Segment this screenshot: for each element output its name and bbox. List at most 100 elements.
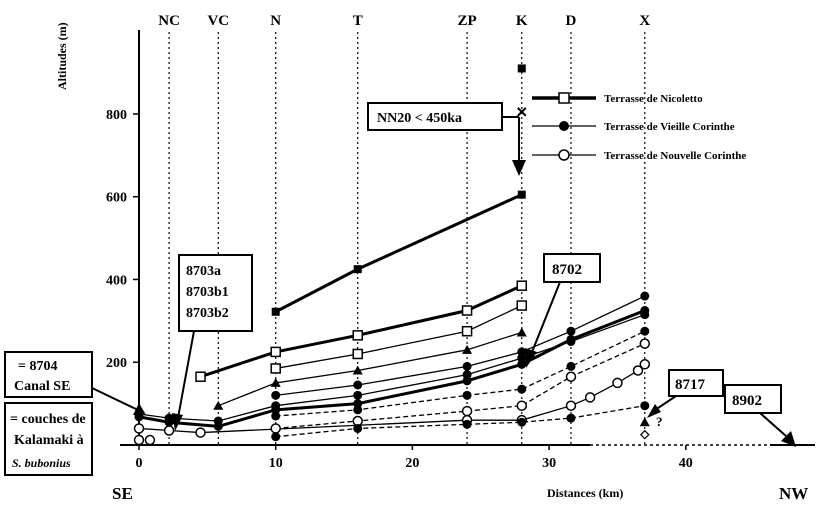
data-point	[639, 429, 650, 440]
canal-line-1: = 8704	[18, 359, 57, 374]
sample-8717-arrow-shaft	[654, 395, 677, 411]
data-point	[566, 413, 576, 423]
question-mark: ?	[656, 414, 663, 429]
data-point	[584, 392, 596, 403]
direction-nw: NW	[779, 484, 808, 503]
station-lines: NCVCNTZPKDXML	[158, 13, 650, 445]
sample-8717-box	[668, 369, 724, 397]
y-axis-label: Altitudes (m)	[55, 22, 69, 90]
canal-box	[4, 351, 93, 398]
data-point	[352, 365, 363, 375]
data-point	[271, 307, 280, 316]
data-point	[517, 417, 527, 427]
sample-8702-label: 8702	[552, 262, 582, 278]
data-point	[640, 401, 650, 411]
x-tick-label: 0	[136, 456, 143, 471]
sample-8902-label: 8902	[732, 393, 762, 409]
data-point	[517, 384, 527, 394]
data-point	[133, 423, 145, 434]
data-point	[353, 399, 363, 409]
data-point	[164, 413, 174, 423]
data-point	[566, 326, 576, 336]
canal-line-2: Canal SE	[14, 379, 70, 394]
y-tick-label: 400	[106, 273, 127, 288]
kalamaki-line-3: S. bubonius	[12, 456, 71, 470]
legend-label-nicoletto: Terrasse de Nicoletto	[604, 93, 703, 105]
data-point	[565, 371, 577, 382]
canal-arrow-head	[133, 403, 146, 415]
legend-marker-nicoletto	[558, 92, 570, 104]
data-point	[462, 419, 472, 429]
sample-8717-arrow-head	[647, 404, 661, 418]
sample-8702-arrow-shaft	[531, 281, 561, 353]
data-point	[517, 190, 526, 199]
data-point	[516, 300, 528, 311]
y-tick-label: 800	[106, 108, 127, 123]
sample-8703-arrow-head	[172, 413, 183, 431]
data-point	[353, 390, 363, 400]
sample-8902-box	[724, 384, 782, 414]
y-tick-label: 200	[106, 356, 127, 371]
data-point	[353, 405, 363, 415]
data-point	[133, 434, 145, 446]
station-label-n: N	[270, 13, 281, 29]
data-point	[270, 423, 281, 434]
data-point	[639, 359, 651, 370]
series-line-8	[275, 343, 646, 430]
legend-label-nouvelle: Terrasse de Nouvelle Corinthe	[604, 150, 746, 162]
kalamaki-box	[4, 402, 93, 476]
series-line-10	[275, 405, 645, 438]
series-line-2	[275, 304, 523, 370]
data-point	[462, 344, 473, 354]
sample-8703-line-3: 8703b2	[186, 306, 229, 321]
data-point	[516, 280, 528, 291]
data-point	[163, 425, 175, 436]
direction-se: SE	[112, 484, 133, 503]
marker-layer	[133, 64, 651, 446]
data-point	[271, 401, 281, 411]
sample-8902-arrow-shaft	[759, 412, 787, 437]
sample-8703-box	[178, 254, 253, 332]
sample-8702-box	[543, 253, 601, 283]
data-point	[270, 363, 281, 374]
sample-8717-annotation: 8717	[647, 369, 724, 418]
data-point	[517, 107, 527, 117]
data-point	[640, 291, 650, 301]
x-tick-label: 30	[542, 456, 556, 471]
data-point	[462, 370, 472, 380]
nn20-arrow-head	[512, 160, 526, 176]
axes: 01020304060200400600800	[106, 30, 815, 471]
data-point	[270, 346, 281, 358]
station-label-t: T	[353, 13, 363, 29]
data-point	[517, 359, 527, 369]
cross-stroke	[517, 107, 527, 117]
legend-label-vieille: Terrasse de Vieille Corinthe	[604, 121, 735, 133]
data-point	[195, 427, 206, 438]
kalamaki-annotation: = couches de Kalamaki à S. bubonius	[4, 402, 93, 476]
data-point	[461, 325, 473, 337]
data-point	[640, 326, 650, 336]
data-point	[461, 305, 473, 316]
station-label-zp: ZP	[457, 13, 476, 29]
data-point	[462, 376, 472, 386]
x-tick-label: 40	[679, 456, 693, 471]
station-label-k: K	[516, 13, 528, 29]
data-point	[270, 377, 281, 387]
kalamaki-line-2: Kalamaki à	[14, 433, 84, 448]
series-line-4	[275, 295, 646, 396]
data-point	[517, 64, 526, 73]
data-point	[566, 361, 576, 371]
data-point	[352, 348, 363, 360]
series-line-7	[275, 330, 646, 417]
x-tick-label: 10	[269, 456, 283, 471]
y-tick-label: 600	[106, 191, 127, 206]
data-point	[517, 347, 527, 357]
data-point	[640, 310, 650, 320]
x-axis-label: Distances (km)	[547, 486, 623, 500]
data-point	[639, 338, 651, 349]
data-point	[517, 353, 527, 363]
data-point	[639, 417, 650, 427]
data-point	[612, 377, 623, 389]
sample-8703-line-1: 8703a	[186, 264, 221, 279]
